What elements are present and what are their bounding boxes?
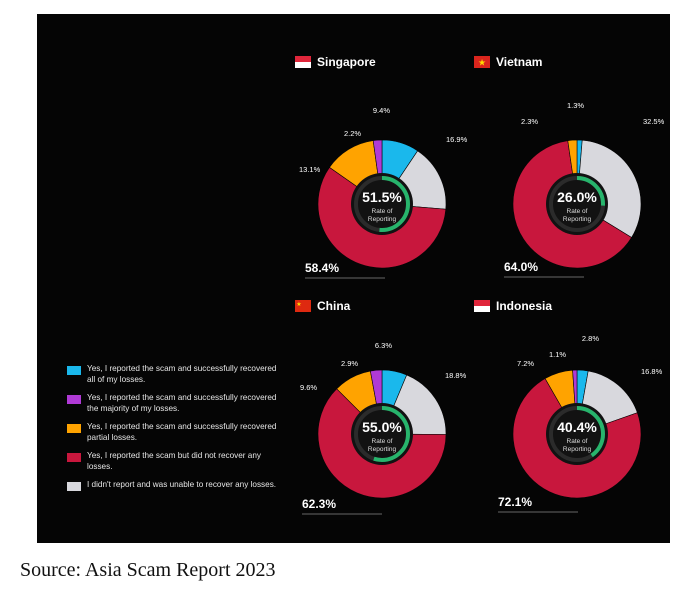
legend-swatch (67, 395, 81, 404)
legend-label: Yes, I reported the scam but did not rec… (87, 451, 262, 471)
slice-value-label: 32.5% (643, 117, 665, 126)
china-flag-icon: ★ (295, 300, 311, 312)
indonesia-flag-icon (474, 300, 490, 312)
gauge-fill (354, 406, 410, 462)
legend-swatch (67, 424, 81, 433)
legend-label: Yes, I reported the scam and successfull… (87, 364, 277, 384)
slice-value-label: 2.3% (521, 117, 538, 126)
slice-value-label: 6.3% (375, 341, 392, 350)
legend-swatch (67, 366, 81, 375)
rate-of-reporting-label: Reporting (368, 446, 397, 453)
slice-value-label: 1.1% (549, 350, 566, 359)
infographic-panel: Singapore 51.5% Rate of Reporting 9.4% 16.9% 5… (37, 14, 670, 543)
legend-label: Yes, I reported the scam and successfull… (87, 393, 277, 413)
legend-label: Yes, I reported the scam and successfull… (87, 422, 277, 442)
rate-of-reporting-label: Reporting (563, 216, 592, 223)
rate-of-reporting-value: 40.4% (557, 419, 597, 435)
legend-swatch (67, 482, 81, 491)
slice-value-label: 7.2% (517, 359, 534, 368)
source-caption: Source: Asia Scam Report 2023 (20, 559, 276, 581)
slice-value-label: 18.8% (445, 371, 467, 380)
gauge-fill (354, 176, 410, 232)
slice-value-label: 9.4% (373, 106, 390, 115)
singapore-flag-icon (295, 56, 311, 68)
rate-of-reporting-label: Rate of (567, 208, 588, 215)
country-title: Singapore (317, 55, 376, 69)
donut-hole (351, 173, 413, 235)
slice-value-label: 16.8% (641, 367, 663, 376)
svg-text:★: ★ (478, 58, 486, 68)
legend-label: I didn't report and was unable to recove… (87, 480, 277, 489)
rate-of-reporting-label: Reporting (563, 446, 592, 453)
legend-item-majority-recovered: Yes, I reported the scam and successfull… (67, 393, 277, 414)
country-title: Indonesia (496, 299, 552, 313)
slice-value-label: 13.1% (299, 165, 321, 174)
legend-swatch (67, 453, 81, 462)
legend-item-not-recovered: Yes, I reported the scam but did not rec… (67, 451, 277, 472)
slice-value-label: 16.9% (446, 135, 468, 144)
country-title: Vietnam (496, 55, 542, 69)
legend-item-did-not-report: I didn't report and was unable to recove… (67, 480, 277, 491)
donut-hole (351, 403, 413, 465)
vietnam-flag-icon: ★ (474, 56, 490, 68)
rate-of-reporting-value: 26.0% (557, 189, 597, 205)
slice-value-label: 64.0% (504, 260, 538, 274)
gauge-fill (549, 406, 605, 462)
legend: Yes, I reported the scam and successfull… (67, 364, 277, 499)
legend-item-partial-recovered: Yes, I reported the scam and successfull… (67, 422, 277, 443)
donut-hole (546, 403, 608, 465)
slice-value-label: 72.1% (498, 495, 532, 509)
donut-hole (546, 173, 608, 235)
slice-value-label: 1.3% (567, 101, 584, 110)
rate-of-reporting-label: Reporting (368, 216, 397, 223)
rate-of-reporting-label: Rate of (372, 438, 393, 445)
rate-of-reporting-label: Rate of (567, 438, 588, 445)
rate-of-reporting-value: 55.0% (362, 419, 402, 435)
country-title: China (317, 299, 351, 313)
slice-value-label: 2.9% (341, 359, 358, 368)
legend-item-fully-recovered: Yes, I reported the scam and successfull… (67, 364, 277, 385)
svg-text:★: ★ (296, 301, 301, 308)
rate-of-reporting-label: Rate of (372, 208, 393, 215)
gauge-fill (549, 176, 605, 232)
slice-value-label: 58.4% (305, 261, 339, 275)
slice-value-label: 2.2% (344, 129, 361, 138)
slice-value-label: 62.3% (302, 497, 336, 511)
slice-value-label: 2.8% (582, 334, 599, 343)
slice-value-label: 9.6% (300, 383, 317, 392)
rate-of-reporting-value: 51.5% (362, 189, 402, 205)
